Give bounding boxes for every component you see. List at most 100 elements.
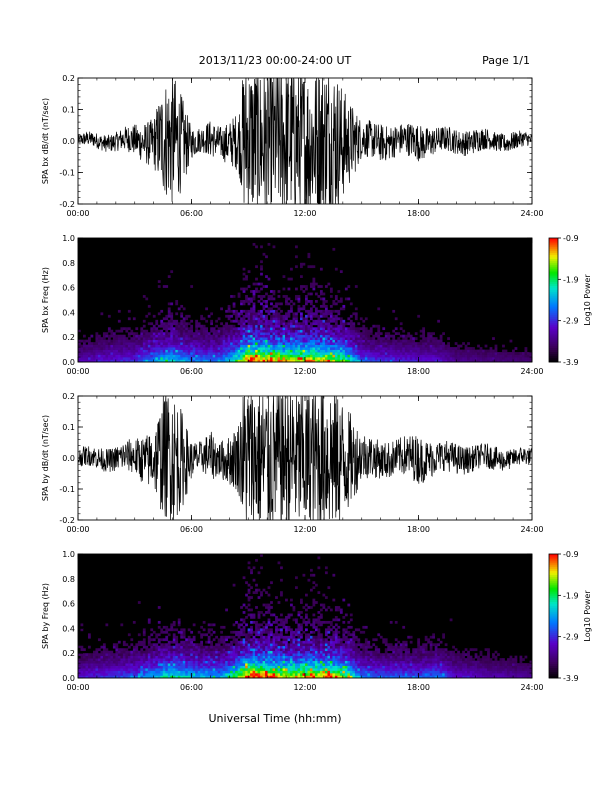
heatmap-cell (177, 645, 181, 649)
heatmap-cell (130, 347, 134, 350)
heatmap-cell (324, 285, 328, 288)
heatmap-cell (307, 606, 311, 609)
heatmap-cell (384, 339, 388, 343)
heatmap-cell (235, 655, 238, 659)
heatmap-cell (260, 317, 263, 321)
heatmap-cell (309, 573, 313, 577)
heatmap-cell (297, 660, 301, 664)
heatmap-cell (307, 663, 311, 666)
heatmap-cell (190, 670, 194, 674)
heatmap-cell (352, 342, 356, 345)
heatmap-cell (160, 347, 164, 350)
heatmap-cell (207, 665, 211, 669)
heatmap-cell (265, 623, 268, 627)
heatmap-cell (404, 352, 408, 355)
heatmap-cell (409, 337, 413, 340)
heatmap-cell (95, 357, 99, 360)
heatmap-cell (359, 332, 363, 336)
heatmap-cell (225, 635, 228, 639)
heatmap-cell (142, 352, 146, 355)
heatmap-cell (245, 275, 248, 278)
heatmap-cell (172, 327, 176, 331)
heatmap-cell (127, 650, 131, 654)
heatmap-cell (150, 638, 154, 642)
heatmap-cell (319, 640, 323, 644)
heatmap-cell (225, 344, 228, 348)
heatmap-cell (142, 319, 146, 323)
heatmap-cell (252, 312, 256, 316)
heatmap-cell (265, 339, 268, 343)
heatmap-cell (245, 670, 248, 674)
heatmap-cell (175, 650, 179, 654)
heatmap-cell (85, 675, 89, 679)
heatmap-cell (307, 670, 311, 674)
heatmap-cell (172, 339, 176, 343)
heatmap-cell (309, 668, 313, 671)
heatmap-cell (309, 352, 313, 355)
heatmap-cell (202, 344, 206, 348)
heatmap-cell (167, 668, 171, 671)
heatmap-cell (162, 675, 166, 679)
heatmap-cell (122, 339, 126, 343)
heatmap-cell (197, 332, 201, 336)
heatmap-cell (157, 349, 161, 353)
heatmap-cell (255, 625, 258, 629)
heatmap-cell (272, 339, 276, 343)
heatmap-cell (102, 668, 106, 671)
heatmap-cell (257, 648, 261, 652)
heatmap-cell (312, 314, 316, 318)
heatmap-cell (222, 673, 226, 676)
heatmap-cell (187, 655, 191, 659)
heatmap-cell (319, 668, 323, 671)
heatmap-cell (242, 658, 246, 661)
heatmap-cell (322, 606, 326, 609)
heatmap-cell (187, 663, 191, 666)
heatmap-cell (504, 357, 508, 360)
heatmap-cell (339, 359, 343, 363)
heatmap-cell (125, 648, 129, 652)
heatmap-cell (182, 319, 186, 323)
heatmap-cell (115, 643, 119, 647)
heatmap-cell (332, 317, 336, 321)
heatmap-cell (309, 645, 313, 649)
heatmap-cell (162, 285, 166, 288)
heatmap-cell (429, 359, 433, 363)
heatmap-cell (200, 668, 204, 671)
heatmap-cell (270, 581, 273, 585)
heatmap-cell (185, 650, 189, 654)
heatmap-cell (489, 354, 493, 358)
heatmap-cell (122, 640, 126, 644)
heatmap-cell (292, 638, 296, 642)
heatmap-cell (82, 354, 86, 358)
heatmap-cell (317, 342, 321, 345)
heatmap-cell (205, 359, 209, 363)
heatmap-cell (459, 359, 463, 363)
heatmap-cell (260, 329, 263, 333)
heatmap-cell (112, 663, 116, 666)
heatmap-cell (399, 347, 403, 350)
heatmap-cell (140, 357, 144, 360)
heatmap-cell (314, 620, 318, 624)
heatmap-cell (319, 613, 323, 617)
heatmap-cell (215, 663, 218, 666)
heatmap-cell (285, 359, 288, 363)
heatmap-cell (197, 675, 201, 679)
heatmap-cell (142, 295, 146, 298)
heatmap-cell (225, 645, 228, 649)
heatmap-cell (100, 668, 104, 671)
heatmap-cell (95, 344, 99, 348)
heatmap-cell (339, 347, 343, 350)
heatmap-cell (267, 675, 271, 679)
heatmap-cell (235, 633, 238, 637)
heatmap-cell (232, 302, 236, 306)
heatmap-cell (300, 357, 303, 360)
y-tick-label: 0.2 (62, 74, 75, 83)
heatmap-cell (262, 295, 266, 298)
heatmap-cell (175, 327, 179, 331)
heatmap-cell (235, 347, 238, 350)
heatmap-cell (349, 344, 353, 348)
heatmap-cell (260, 312, 263, 316)
heatmap-cell (165, 663, 169, 666)
heatmap-cell (232, 295, 236, 298)
heatmap-cell (245, 616, 248, 619)
